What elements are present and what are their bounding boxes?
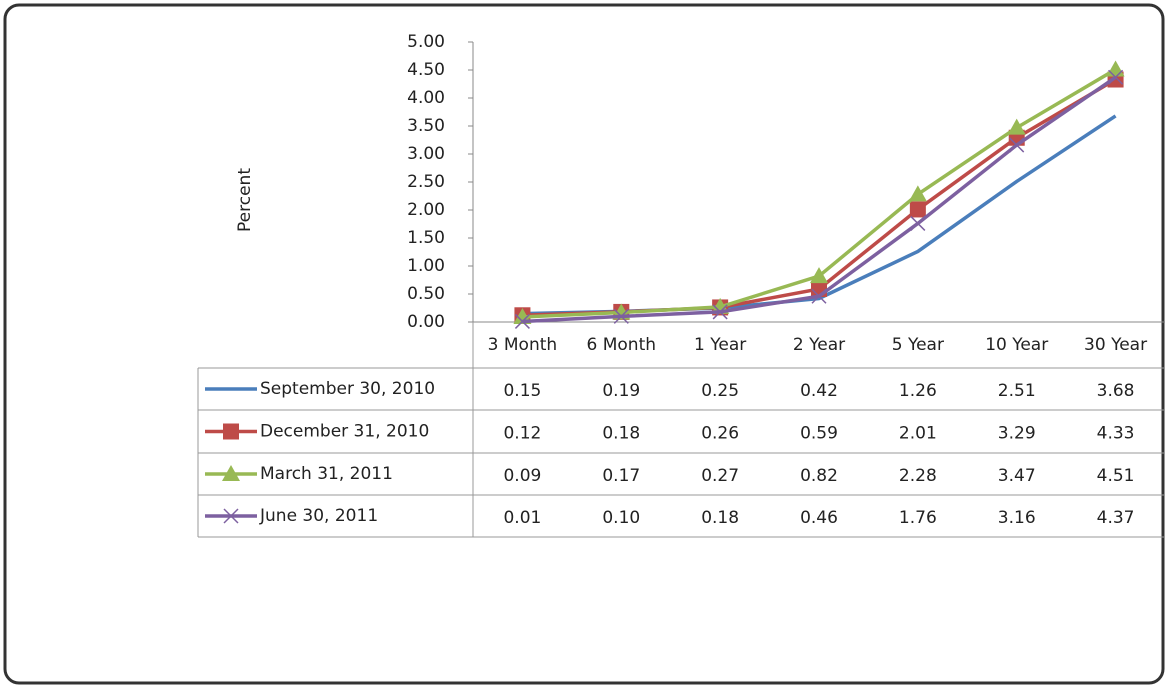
y-tick-label: 2.00 bbox=[407, 200, 445, 220]
table-value: 3.68 bbox=[1097, 381, 1135, 401]
table-value: 0.26 bbox=[701, 424, 739, 444]
marker bbox=[1007, 118, 1026, 135]
x-tick-label: 3 Month bbox=[488, 335, 558, 355]
x-tick-label: 10 Year bbox=[985, 335, 1048, 355]
x-tick-label: 30 Year bbox=[1084, 335, 1147, 355]
table-value: 0.17 bbox=[602, 466, 640, 486]
marker bbox=[1108, 69, 1124, 85]
table-value: 0.09 bbox=[503, 466, 541, 486]
marker bbox=[909, 201, 926, 218]
table-value: 1.26 bbox=[899, 381, 937, 401]
legend-label: September 30, 2010 bbox=[260, 379, 435, 399]
table-value: 0.18 bbox=[602, 424, 640, 444]
table-value: 0.12 bbox=[503, 424, 541, 444]
table-value: 0.10 bbox=[602, 508, 640, 528]
y-tick-label: 5.00 bbox=[407, 32, 445, 52]
table-value: 3.47 bbox=[998, 466, 1036, 486]
table-value: 2.01 bbox=[899, 424, 937, 444]
y-tick-label: 3.50 bbox=[407, 116, 445, 136]
table-value: 0.19 bbox=[602, 381, 640, 401]
table-value: 0.27 bbox=[701, 466, 739, 486]
table-value: 0.25 bbox=[701, 381, 739, 401]
table-value: 3.16 bbox=[998, 508, 1036, 528]
marker bbox=[811, 288, 827, 304]
table-value: 4.33 bbox=[1097, 424, 1135, 444]
marker bbox=[908, 185, 927, 202]
y-tick-label: 4.50 bbox=[407, 60, 445, 80]
y-tick-label: 1.50 bbox=[407, 228, 445, 248]
table-value: 3.29 bbox=[998, 424, 1036, 444]
table-value: 4.37 bbox=[1097, 508, 1135, 528]
table-value: 0.18 bbox=[701, 508, 739, 528]
table-value: 0.15 bbox=[503, 381, 541, 401]
x-tick-label: 5 Year bbox=[892, 335, 944, 355]
y-tick-label: 0.50 bbox=[407, 284, 445, 304]
marker bbox=[223, 508, 239, 524]
table-value: 0.82 bbox=[800, 466, 838, 486]
table-value: 0.01 bbox=[503, 508, 541, 528]
marker bbox=[223, 423, 239, 440]
y-tick-label: 0.00 bbox=[407, 312, 445, 332]
table-value: 1.76 bbox=[899, 508, 937, 528]
legend-label: June 30, 2011 bbox=[259, 506, 378, 526]
marker bbox=[613, 308, 629, 324]
marker bbox=[910, 215, 926, 231]
table-value: 4.51 bbox=[1097, 466, 1135, 486]
legend-label: December 31, 2010 bbox=[260, 422, 429, 442]
y-tick-label: 3.00 bbox=[407, 144, 445, 164]
x-tick-label: 1 Year bbox=[694, 335, 746, 355]
y-tick-label: 2.50 bbox=[407, 172, 445, 192]
table-value: 0.59 bbox=[800, 424, 838, 444]
x-tick-label: 2 Year bbox=[793, 335, 845, 355]
table-value: 2.51 bbox=[998, 381, 1036, 401]
y-axis-label: Percent bbox=[235, 168, 255, 232]
table-value: 0.42 bbox=[800, 381, 838, 401]
marker bbox=[514, 313, 530, 329]
y-tick-label: 1.00 bbox=[407, 256, 445, 276]
marker bbox=[810, 267, 828, 284]
marker bbox=[712, 304, 728, 320]
x-tick-label: 6 Month bbox=[587, 335, 657, 355]
marker bbox=[222, 465, 240, 481]
table-value: 2.28 bbox=[899, 466, 937, 486]
table-value: 0.46 bbox=[800, 508, 838, 528]
y-tick-label: 4.00 bbox=[407, 88, 445, 108]
legend-label: March 31, 2011 bbox=[260, 464, 393, 484]
chart-frame bbox=[3, 3, 1165, 685]
marker bbox=[1009, 137, 1025, 153]
